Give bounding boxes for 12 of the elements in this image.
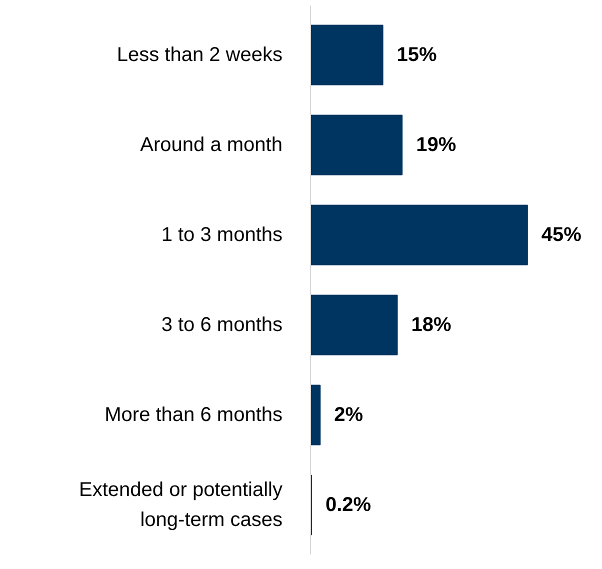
y-tick-label: Around a month bbox=[140, 134, 283, 156]
y-tick-label: Less than 2 weeks bbox=[116, 44, 282, 66]
y-tick-label: Extended or potentially long-term cases bbox=[79, 479, 283, 531]
y-tick-label: 1 to 3 months bbox=[161, 224, 283, 246]
data-label: 2% bbox=[334, 404, 364, 426]
data-label: 0.2% bbox=[325, 494, 372, 516]
data-label: 45% bbox=[541, 224, 582, 246]
y-tick-label: More than 6 months bbox=[104, 404, 283, 426]
data-label: 15% bbox=[396, 44, 438, 66]
data-label: 18% bbox=[411, 314, 452, 336]
y-tick-label: 3 to 6 months bbox=[161, 314, 283, 336]
data-label: 19% bbox=[416, 134, 456, 156]
